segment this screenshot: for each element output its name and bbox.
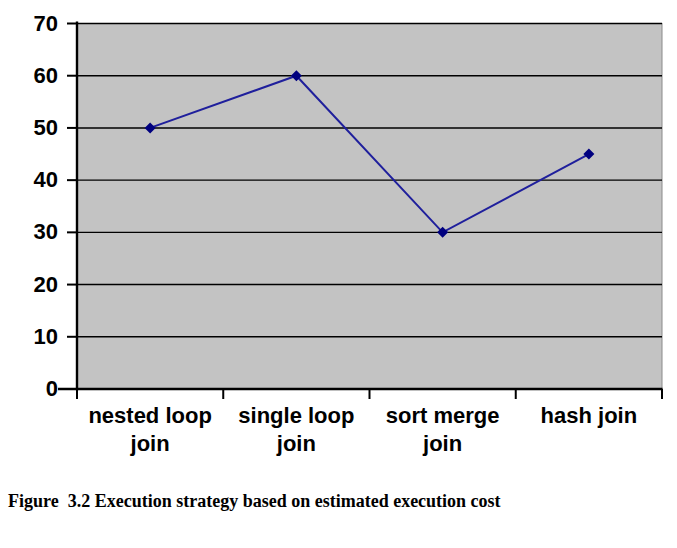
y-tick-label: 0 <box>0 374 58 404</box>
execution-cost-line-chart: 0 10 20 30 40 50 60 70 nested loop joinsingle lo… <box>0 0 677 475</box>
y-tick-label: 40 <box>0 165 58 195</box>
y-tick-label: 30 <box>0 217 58 247</box>
x-category-label: nested loop join <box>75 402 225 458</box>
figure-caption: Figure 3.2 Execution strategy based on e… <box>8 491 501 512</box>
y-tick-label: 20 <box>0 270 58 300</box>
x-category-label: sort merge join <box>368 402 518 458</box>
y-tick-label: 10 <box>0 322 58 352</box>
y-tick-label: 60 <box>0 61 58 91</box>
x-category-label: single loop join <box>221 402 371 458</box>
y-tick-label: 50 <box>0 113 58 143</box>
plot-area <box>77 24 662 390</box>
y-tick-label: 70 <box>0 9 58 39</box>
chart-figure: 0 10 20 30 40 50 60 70 nested loop joinsingle lo… <box>0 0 677 548</box>
x-category-label: hash join <box>514 402 664 430</box>
